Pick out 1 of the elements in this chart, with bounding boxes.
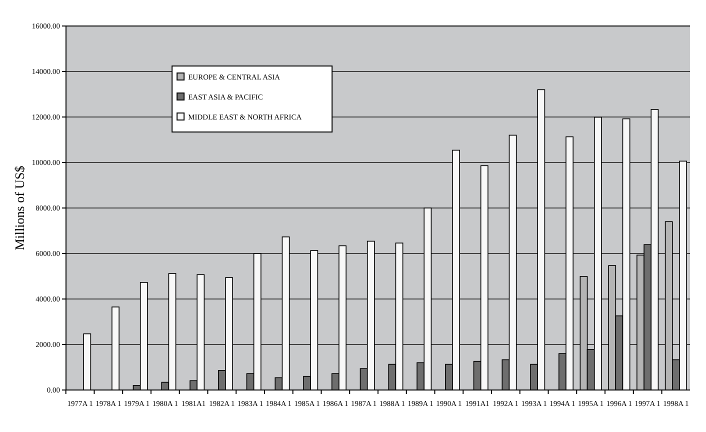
y-axis-title: Millions of US$ xyxy=(12,165,27,250)
